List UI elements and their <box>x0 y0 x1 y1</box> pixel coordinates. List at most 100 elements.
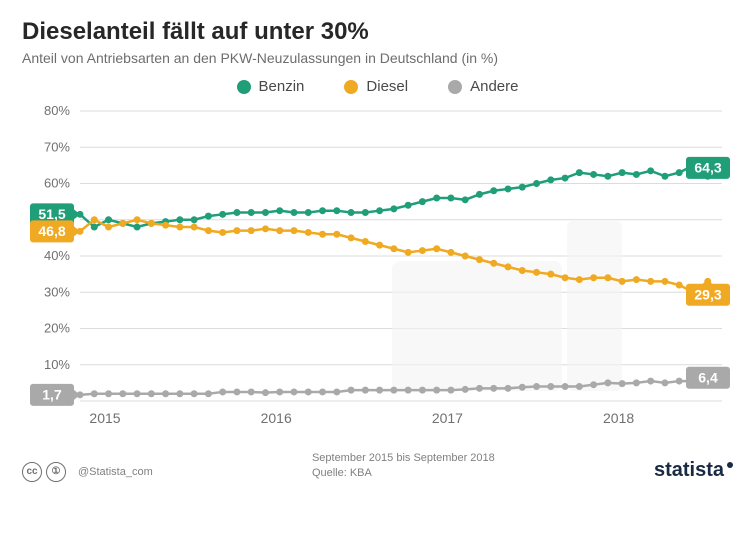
y-axis-label: 20% <box>44 321 70 336</box>
series-point <box>276 227 283 234</box>
series-point <box>205 390 212 397</box>
series-point <box>562 274 569 281</box>
cc-by-icon: ① <box>46 462 66 482</box>
series-point <box>248 388 255 395</box>
series-point <box>419 387 426 394</box>
series-point <box>348 209 355 216</box>
legend-dot-icon <box>448 80 462 94</box>
series-point <box>433 195 440 202</box>
series-point <box>219 211 226 218</box>
series-point <box>362 209 369 216</box>
series-point <box>447 387 454 394</box>
callout-value: 6,4 <box>698 370 718 386</box>
series-point <box>348 387 355 394</box>
series-point <box>533 180 540 187</box>
footer-source: Quelle: KBA <box>312 466 495 481</box>
series-point <box>205 213 212 220</box>
series-point <box>191 216 198 223</box>
series-point <box>647 278 654 285</box>
series-point <box>633 276 640 283</box>
series-point <box>233 209 240 216</box>
series-point <box>519 384 526 391</box>
series-point <box>362 238 369 245</box>
series-point <box>390 205 397 212</box>
series-point <box>462 196 469 203</box>
series-point <box>419 247 426 254</box>
series-point <box>433 245 440 252</box>
callout-value: 1,7 <box>42 387 62 403</box>
series-point <box>576 276 583 283</box>
series-point <box>647 167 654 174</box>
series-point <box>562 383 569 390</box>
series-point <box>219 388 226 395</box>
series-point <box>291 388 298 395</box>
series-point <box>447 195 454 202</box>
series-point <box>633 379 640 386</box>
series-point <box>661 173 668 180</box>
series-point <box>91 224 98 231</box>
series-point <box>390 387 397 394</box>
y-axis-label: 10% <box>44 357 70 372</box>
series-point <box>348 234 355 241</box>
series-point <box>619 169 626 176</box>
series-point <box>476 385 483 392</box>
series-point <box>105 224 112 231</box>
series-point <box>661 379 668 386</box>
series-point <box>248 209 255 216</box>
x-axis-label: 2017 <box>432 410 463 426</box>
series-point <box>148 390 155 397</box>
series-point <box>191 224 198 231</box>
series-point <box>519 267 526 274</box>
y-axis-label: 60% <box>44 176 70 191</box>
series-point <box>291 227 298 234</box>
series-point <box>219 229 226 236</box>
series-point <box>633 171 640 178</box>
series-point <box>519 184 526 191</box>
series-point <box>291 209 298 216</box>
series-point <box>590 381 597 388</box>
series-point <box>419 198 426 205</box>
series-point <box>319 231 326 238</box>
series-point <box>433 387 440 394</box>
series-point <box>148 220 155 227</box>
series-point <box>319 207 326 214</box>
series-point <box>134 224 141 231</box>
series-point <box>191 390 198 397</box>
series-point <box>533 269 540 276</box>
series-point <box>262 209 269 216</box>
statista-logo: statista <box>654 459 733 482</box>
series-line-benzin <box>80 165 722 227</box>
callout-pointer-icon <box>74 390 80 400</box>
cc-license-icon: cc ① <box>22 462 66 482</box>
series-point <box>405 387 412 394</box>
x-axis-label: 2016 <box>261 410 292 426</box>
legend-item: Benzin <box>237 78 305 95</box>
series-point <box>590 274 597 281</box>
series-point <box>376 242 383 249</box>
series-point <box>305 388 312 395</box>
y-axis-label: 70% <box>44 139 70 154</box>
chart-title: Dieselanteil fällt auf unter 30% <box>22 18 733 46</box>
series-point <box>490 385 497 392</box>
series-point <box>262 389 269 396</box>
legend-item: Diesel <box>344 78 408 95</box>
series-point <box>233 227 240 234</box>
chart: 0%10%20%30%40%50%60%70%80%20152016201720… <box>22 101 732 441</box>
series-point <box>276 388 283 395</box>
series-point <box>405 249 412 256</box>
series-point <box>262 225 269 232</box>
line-chart-svg: 0%10%20%30%40%50%60%70%80%20152016201720… <box>22 101 732 441</box>
bg-illustration <box>392 261 562 391</box>
series-point <box>134 390 141 397</box>
series-point <box>376 387 383 394</box>
legend-label: Andere <box>470 78 518 95</box>
callout-value: 51,5 <box>38 206 65 222</box>
footer-period: September 2015 bis September 2018 <box>312 451 495 466</box>
series-point <box>390 245 397 252</box>
series-point <box>676 378 683 385</box>
series-point <box>619 380 626 387</box>
series-point <box>276 207 283 214</box>
series-point <box>490 187 497 194</box>
series-point <box>176 216 183 223</box>
series-point <box>476 191 483 198</box>
